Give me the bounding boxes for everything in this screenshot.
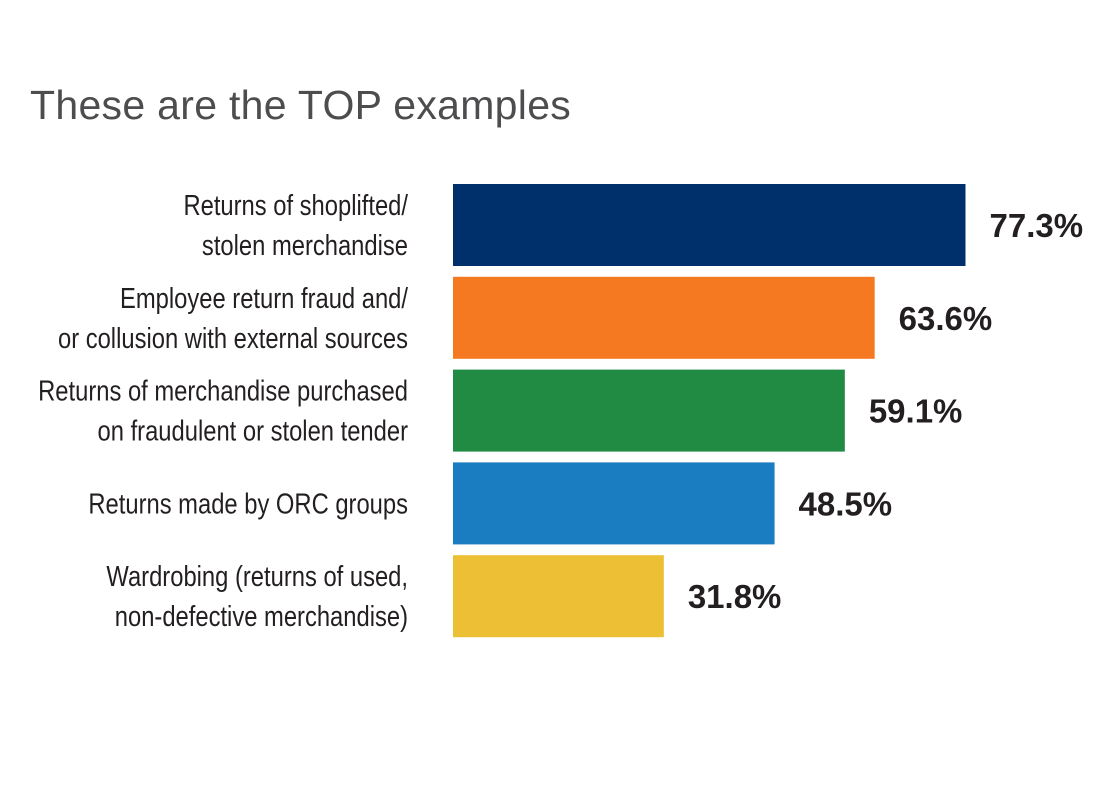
bar-4 xyxy=(453,462,775,545)
category-label-4: Returns made by ORC groups xyxy=(88,487,408,520)
bar-1 xyxy=(453,184,966,266)
value-label-4: 48.5% xyxy=(799,485,893,522)
category-label-1: Returns of shoplifted/stolen merchandise xyxy=(183,189,408,262)
value-label-1: 77.3% xyxy=(989,207,1083,244)
bar-3 xyxy=(453,369,845,452)
value-label-2: 63.6% xyxy=(899,300,993,337)
category-label-2: Employee return fraud and/or collusion w… xyxy=(58,282,409,355)
bar-2 xyxy=(453,276,875,359)
category-label-3: Returns of merchandise purchased on fraud… xyxy=(38,374,408,447)
bar-5 xyxy=(453,555,664,638)
chart-title: These are the TOP examples xyxy=(30,82,572,128)
category-label-5: Wardrobing (returns of used, non-defectiv… xyxy=(106,560,408,633)
value-label-5: 31.8% xyxy=(688,578,782,615)
value-label-3: 59.1% xyxy=(869,393,963,430)
